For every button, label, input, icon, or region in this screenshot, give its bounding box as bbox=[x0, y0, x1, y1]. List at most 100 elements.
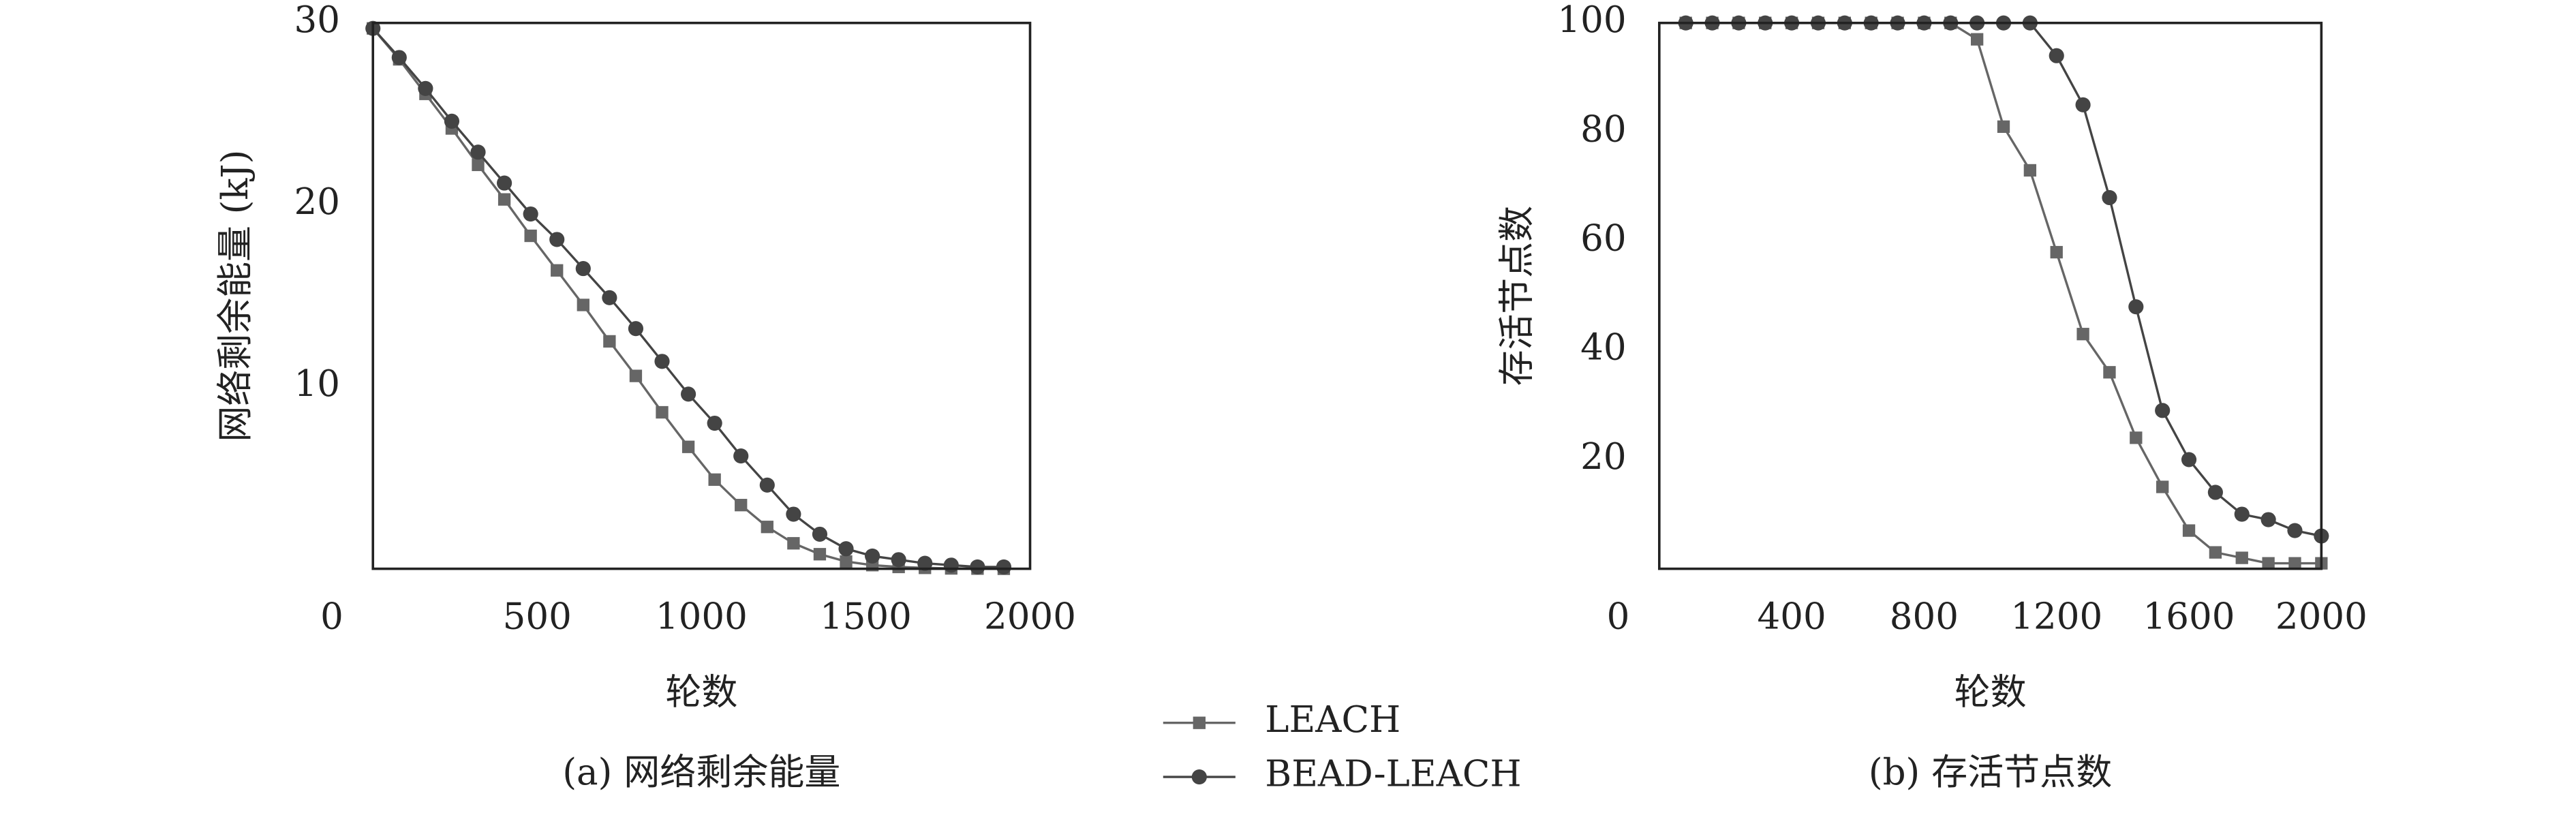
marker bbox=[549, 232, 565, 247]
marker bbox=[2103, 366, 2116, 379]
legend: LEACH BEAD-LEACH bbox=[1163, 699, 1522, 795]
marker bbox=[524, 229, 537, 243]
marker bbox=[575, 261, 591, 277]
marker bbox=[497, 175, 512, 191]
marker bbox=[708, 473, 721, 486]
marker bbox=[759, 477, 775, 493]
caption: (a) 网络剩余能量 bbox=[562, 752, 840, 793]
y-tick-label: 40 bbox=[1580, 327, 1626, 369]
x-axis-label: 轮数 bbox=[1954, 671, 2027, 713]
marker bbox=[787, 537, 800, 550]
marker bbox=[865, 548, 880, 564]
marker bbox=[812, 526, 828, 542]
marker bbox=[391, 50, 407, 65]
y-tick-label: 10 bbox=[294, 363, 340, 405]
marker bbox=[761, 521, 773, 534]
marker bbox=[2075, 97, 2091, 112]
y-tick-label: 60 bbox=[1580, 218, 1626, 260]
marker bbox=[470, 144, 486, 160]
marker bbox=[2262, 557, 2275, 570]
chart: 20 40 60 80 100 0 400 800 1200 1600 2000 轮数 存活节点数 (b)… bbox=[1496, 0, 2367, 793]
marker bbox=[602, 290, 617, 305]
legend-marker bbox=[1191, 769, 1207, 785]
x-tick-label: 0 bbox=[320, 596, 343, 638]
marker bbox=[2288, 557, 2301, 570]
legend-marker bbox=[1193, 716, 1206, 729]
marker bbox=[2156, 480, 2169, 493]
marker bbox=[970, 559, 985, 575]
marker bbox=[996, 559, 1012, 575]
marker bbox=[838, 541, 854, 557]
y-tick-label: 30 bbox=[294, 0, 340, 41]
x-axis-label: 轮数 bbox=[665, 671, 737, 713]
y-axis-label: 网络剩余能量 (kJ) bbox=[215, 150, 256, 442]
x-tick-label: 500 bbox=[503, 596, 572, 638]
marker bbox=[497, 193, 511, 206]
x-tick-label: 400 bbox=[1758, 596, 1826, 638]
marker bbox=[654, 354, 670, 369]
series-line bbox=[371, 27, 1004, 570]
marker bbox=[2128, 299, 2144, 315]
legend-label: LEACH bbox=[1265, 699, 1400, 741]
marker bbox=[656, 405, 669, 419]
x-tick-label: 0 bbox=[1607, 596, 1630, 638]
series-line bbox=[1685, 21, 2322, 538]
marker bbox=[2235, 551, 2248, 564]
x-tick-label: 2000 bbox=[984, 596, 1076, 638]
marker bbox=[551, 264, 564, 277]
marker bbox=[943, 557, 959, 573]
marker bbox=[2260, 512, 2276, 527]
plot-frame bbox=[371, 21, 1032, 570]
marker bbox=[2076, 328, 2089, 341]
marker bbox=[2287, 523, 2303, 538]
marker bbox=[917, 555, 933, 571]
marker bbox=[2207, 485, 2223, 500]
marker bbox=[681, 386, 696, 402]
plot-frame bbox=[1658, 21, 2323, 570]
marker bbox=[472, 158, 485, 172]
marker bbox=[840, 555, 853, 568]
marker bbox=[2023, 164, 2037, 177]
series-line bbox=[371, 27, 1004, 568]
marker bbox=[628, 321, 644, 337]
x-tick-label: 2000 bbox=[2275, 596, 2367, 638]
y-tick-label: 80 bbox=[1580, 108, 1626, 150]
marker bbox=[707, 415, 722, 431]
marker bbox=[735, 499, 748, 512]
marker bbox=[523, 206, 538, 222]
caption: (b) 存活节点数 bbox=[1869, 752, 2112, 793]
marker bbox=[2209, 546, 2222, 559]
marker bbox=[2234, 506, 2250, 522]
marker bbox=[2102, 189, 2117, 206]
marker bbox=[2181, 452, 2197, 467]
marker bbox=[629, 369, 643, 382]
chart: 10 20 30 0 500 1000 1500 2000 轮数 网络剩余能量 (kJ) (a) 网… bbox=[215, 0, 1076, 793]
y-tick-label: 20 bbox=[1580, 436, 1626, 478]
marker bbox=[2050, 245, 2063, 259]
y-tick-label: 100 bbox=[1557, 0, 1626, 41]
marker bbox=[2155, 403, 2171, 418]
marker bbox=[1970, 33, 1984, 46]
legend-label: BEAD-LEACH bbox=[1265, 754, 1521, 795]
marker bbox=[2182, 524, 2196, 537]
marker bbox=[681, 440, 695, 453]
series-line bbox=[1685, 21, 2322, 565]
marker bbox=[603, 335, 616, 348]
y-axis-label: 存活节点数 bbox=[1496, 206, 1537, 386]
marker bbox=[2049, 48, 2064, 63]
marker bbox=[444, 113, 460, 129]
marker bbox=[813, 548, 827, 561]
x-tick-label: 1200 bbox=[2010, 596, 2102, 638]
y-tick-label: 20 bbox=[294, 181, 340, 223]
marker bbox=[418, 80, 433, 96]
x-tick-label: 1600 bbox=[2143, 596, 2235, 638]
marker bbox=[786, 506, 801, 522]
marker bbox=[891, 552, 906, 568]
marker bbox=[2130, 431, 2143, 444]
marker bbox=[577, 298, 589, 311]
marker bbox=[733, 448, 749, 464]
x-tick-label: 800 bbox=[1890, 596, 1959, 638]
marker bbox=[1997, 120, 2010, 133]
x-tick-label: 1000 bbox=[656, 596, 748, 638]
